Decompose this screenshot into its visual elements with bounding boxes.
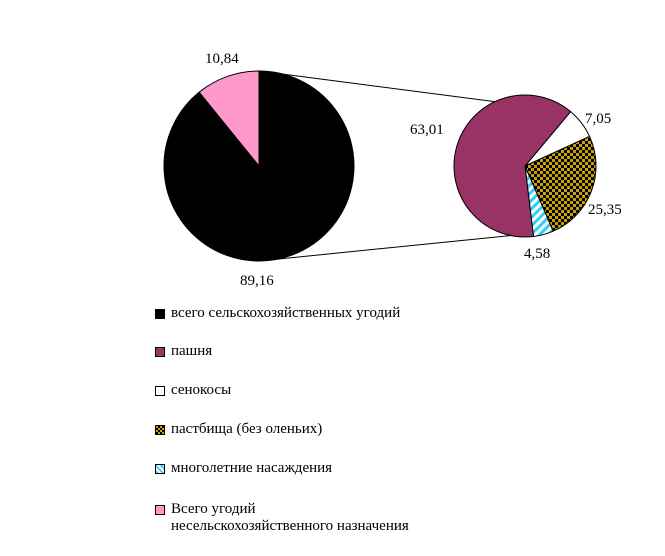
legend-swatch-perennial [155, 464, 165, 474]
legend-item-nonagri: Всего угодий несельскохозяйственного наз… [155, 501, 409, 535]
legend-item-arable: пашня [155, 343, 212, 360]
legend-label-arable: пашня [171, 343, 213, 359]
connector-bottom [258, 230, 554, 262]
legend-swatch-agri [155, 309, 165, 319]
breakdown-pie [453, 94, 597, 238]
legend-swatch-arable [155, 347, 165, 357]
breakdown-pie-slice-pasture [524, 135, 597, 232]
legend-item-agri: всего сельскохозяйственных угодий [155, 305, 400, 322]
legend-item-hay: сенокосы [155, 382, 231, 399]
data-label-pasture: 25,35 [588, 202, 622, 218]
main-pie [163, 70, 355, 262]
legend-swatch-pasture [155, 425, 165, 435]
legend-swatch-hay [155, 386, 165, 396]
data-label-agri: 89,16 [240, 273, 274, 289]
legend-label-nonagri: Всего угодий несельскохозяйственного наз… [171, 501, 409, 534]
main-pie-slice-nonagri [198, 70, 260, 168]
legend-swatch-nonagri [155, 505, 165, 515]
legend-label-pasture: пастбища (без оленьих) [171, 421, 323, 437]
data-label-arable: 63,01 [410, 122, 444, 138]
data-label-hay: 7,05 [585, 111, 611, 127]
legend-item-pasture: пастбища (без оленьих) [155, 421, 322, 438]
legend-item-perennial: многолетние насаждения [155, 460, 332, 477]
data-label-perennial: 4,58 [524, 246, 550, 262]
breakdown-pie-slice-arable [453, 94, 572, 238]
legend-label-hay: сенокосы [171, 382, 232, 398]
legend-label-agri: всего сельскохозяйственных угодий [171, 305, 401, 321]
legend-label-perennial: многолетние насаждения [171, 460, 333, 476]
data-label-nonagri: 10,84 [205, 51, 239, 67]
data-labels: 10,84 89,16 63,01 7,05 25,35 4,58 [205, 51, 622, 289]
